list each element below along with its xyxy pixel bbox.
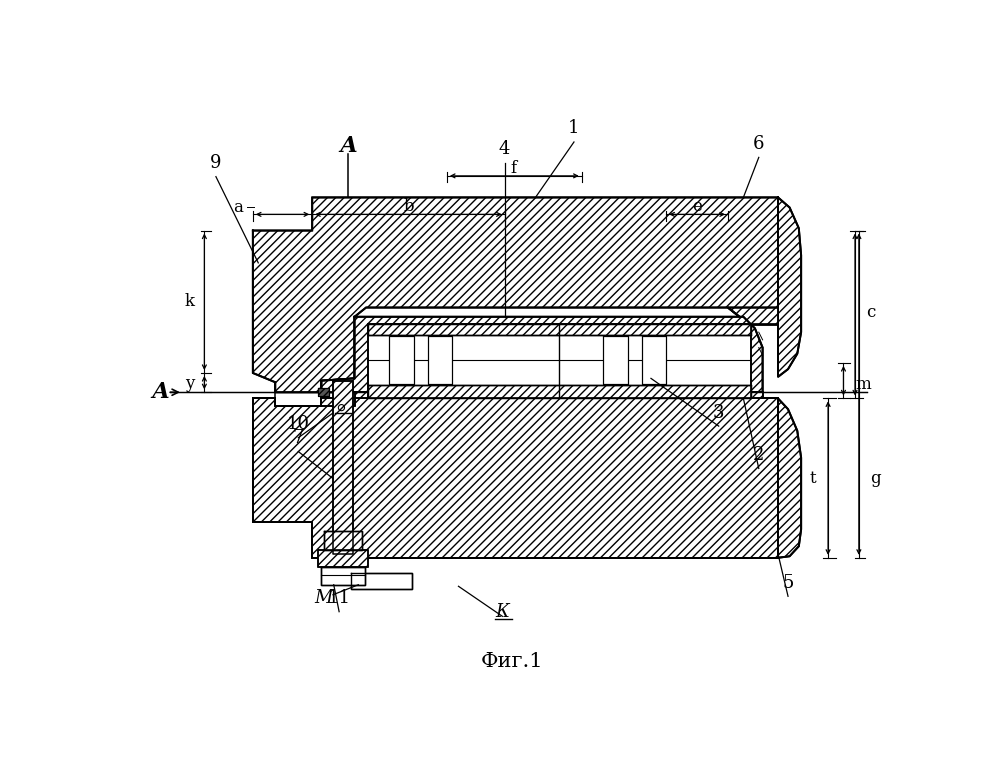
Text: К: К <box>496 603 509 621</box>
Text: 10: 10 <box>287 415 310 433</box>
Text: t: t <box>810 470 816 487</box>
Polygon shape <box>324 530 363 550</box>
Polygon shape <box>603 336 628 384</box>
Text: 7: 7 <box>293 429 304 447</box>
Text: f: f <box>510 160 516 177</box>
Polygon shape <box>778 398 801 558</box>
Polygon shape <box>369 385 751 398</box>
Text: А: А <box>340 135 358 157</box>
Polygon shape <box>322 567 365 585</box>
Text: b: b <box>404 198 414 215</box>
Text: 2: 2 <box>753 446 764 464</box>
Polygon shape <box>318 389 329 396</box>
Polygon shape <box>369 325 751 335</box>
Polygon shape <box>322 317 762 393</box>
Polygon shape <box>641 336 666 384</box>
Text: 1: 1 <box>568 119 579 137</box>
Polygon shape <box>351 573 413 589</box>
Text: c: c <box>866 305 876 322</box>
Polygon shape <box>322 393 762 406</box>
Polygon shape <box>428 336 453 384</box>
Text: m: m <box>855 376 871 393</box>
Text: 3: 3 <box>713 404 724 421</box>
Text: 4: 4 <box>499 140 510 158</box>
Text: e: e <box>692 198 702 215</box>
Text: 11: 11 <box>328 589 351 607</box>
Polygon shape <box>390 336 414 384</box>
Polygon shape <box>253 398 778 558</box>
Text: g: g <box>870 470 881 487</box>
Text: М: М <box>315 589 333 607</box>
Text: 6: 6 <box>753 135 764 153</box>
Polygon shape <box>319 550 368 567</box>
Polygon shape <box>728 197 801 377</box>
Polygon shape <box>333 381 353 554</box>
Text: А: А <box>152 381 170 404</box>
Polygon shape <box>369 325 751 398</box>
Text: Фиг.1: Фиг.1 <box>482 652 543 671</box>
Text: k: k <box>185 293 195 310</box>
Text: y: y <box>185 375 195 392</box>
Polygon shape <box>253 197 778 393</box>
Text: a: a <box>233 199 243 216</box>
Text: 9: 9 <box>210 154 222 172</box>
Text: 5: 5 <box>782 573 794 592</box>
